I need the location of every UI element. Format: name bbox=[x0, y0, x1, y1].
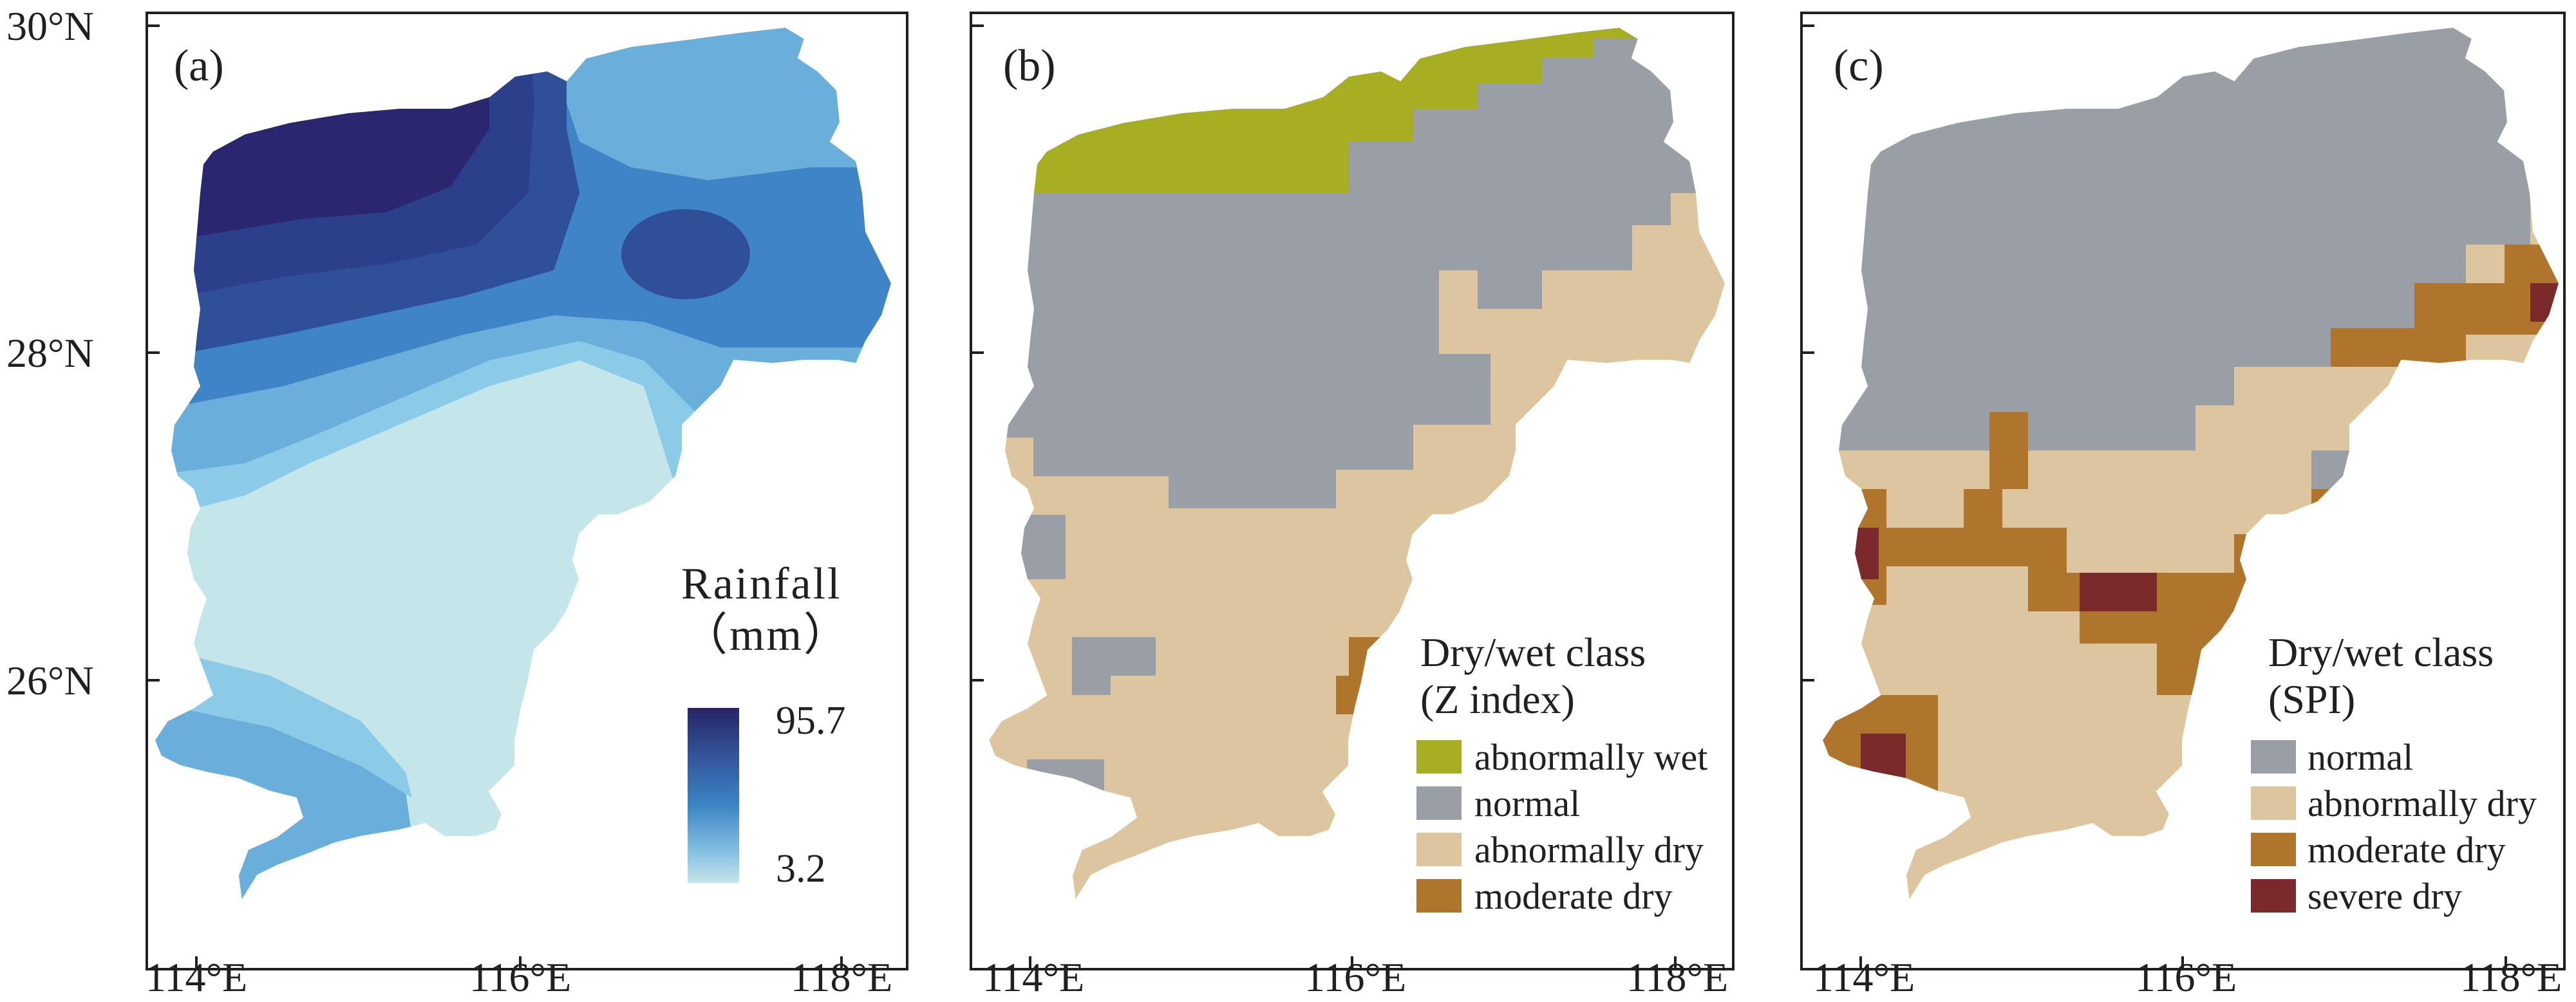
lat-label-26n: 26°N bbox=[6, 658, 94, 703]
spi-legend-title: Dry/wet class bbox=[2268, 629, 2494, 675]
lon-label-b-116e: 116°E bbox=[1304, 954, 1406, 1000]
panel-c-label: (c) bbox=[1834, 41, 1884, 91]
rainfall-legend: Rainfall （mm） 95.7 3.2 bbox=[681, 559, 851, 891]
rainfall-legend-min: 3.2 bbox=[776, 847, 826, 891]
zindex-legend-label-moderate-dry: moderate dry bbox=[1474, 875, 1673, 917]
zindex-legend-label-normal: normal bbox=[1474, 783, 1580, 824]
spi-moderate-dry-patch bbox=[1989, 412, 2028, 489]
spi-legend-subtitle: (SPI) bbox=[2268, 676, 2355, 722]
spi-legend-swatch-abnormally-dry bbox=[2251, 786, 2296, 820]
panel-b-zindex-map: (b) 114°E 116°E 118°E Dry/wet class (Z i… bbox=[970, 12, 1735, 1000]
zindex-normal-patch-1 bbox=[1072, 637, 1111, 695]
zindex-legend-swatch-normal bbox=[1416, 786, 1462, 820]
zindex-legend: Dry/wet class (Z index) abnormally wet n… bbox=[1416, 629, 1707, 917]
zindex-class-map bbox=[988, 27, 1725, 901]
spi-legend-swatch-normal bbox=[2251, 740, 2296, 774]
spi-class-map bbox=[1822, 27, 2559, 901]
rain-local-high bbox=[621, 209, 750, 299]
panel-c-ticks bbox=[1801, 24, 2507, 969]
rain-band-lower-left-lighter bbox=[155, 644, 412, 798]
spi-legend-label-severe-dry: severe dry bbox=[2308, 875, 2462, 917]
spi-moderate-dry-northeast bbox=[2331, 245, 2559, 367]
zindex-normal-patch-2 bbox=[1111, 637, 1156, 676]
panel-a-rainfall-map: (a) 30°N 28°N 26°N 114°E 116°E 118°E Rai… bbox=[6, 3, 908, 1000]
zindex-legend-subtitle: (Z index) bbox=[1420, 676, 1575, 722]
spi-legend-swatch-moderate-dry bbox=[2251, 833, 2296, 866]
lat-label-30n: 30°N bbox=[6, 3, 94, 49]
spi-legend: Dry/wet class (SPI) normal abnormally dr… bbox=[2251, 629, 2537, 917]
lon-label-b-114e: 114°E bbox=[982, 954, 1084, 1000]
panel-b-ticks bbox=[971, 24, 1677, 969]
lon-label-c-116e: 116°E bbox=[2135, 954, 2237, 1000]
zindex-legend-swatch-abnormally-dry bbox=[1416, 833, 1462, 866]
lon-label-a-118e: 118°E bbox=[791, 954, 892, 1000]
spi-legend-label-normal: normal bbox=[2308, 736, 2413, 778]
lon-label-c-114e: 114°E bbox=[1813, 954, 1915, 1000]
spi-normal-patch-2 bbox=[2311, 450, 2350, 489]
lon-label-a-114e: 114°E bbox=[146, 954, 247, 1000]
spi-severe-dry-east bbox=[2530, 283, 2559, 322]
spi-severe-dry-patch-center bbox=[2080, 573, 2157, 611]
spi-severe-dry-patch-west bbox=[1822, 528, 1879, 579]
spi-legend-label-abnormally-dry: abnormally dry bbox=[2308, 783, 2537, 824]
lat-label-28n: 28°N bbox=[6, 330, 94, 376]
zindex-legend-label-abnormally-wet: abnormally wet bbox=[1474, 736, 1707, 778]
spi-legend-label-moderate-dry: moderate dry bbox=[2308, 829, 2506, 871]
rain-band-upper-right-light bbox=[567, 27, 892, 180]
lon-label-c-118e: 118°E bbox=[2460, 954, 2562, 1000]
zindex-normal-patch-3 bbox=[1027, 759, 1104, 798]
lon-label-a-116e: 116°E bbox=[469, 954, 571, 1000]
rainfall-legend-unit: （mm） bbox=[682, 611, 851, 660]
rainfall-legend-title: Rainfall bbox=[681, 559, 841, 609]
zindex-legend-swatch-abnormally-wet bbox=[1416, 740, 1462, 774]
spi-legend-swatch-severe-dry bbox=[2251, 879, 2296, 913]
zindex-legend-label-abnormally-dry: abnormally dry bbox=[1474, 829, 1704, 871]
lon-label-b-118e: 118°E bbox=[1626, 954, 1728, 1000]
panel-b-label: (b) bbox=[1003, 41, 1056, 91]
rainfall-color-ramp bbox=[688, 708, 739, 883]
panel-a-ticks bbox=[147, 24, 843, 969]
panel-c-spi-map: (c) 114°E 116°E 118°E Dry/wet class (SPI… bbox=[1800, 12, 2566, 1000]
panel-a-frame bbox=[146, 12, 908, 970]
zindex-legend-swatch-moderate-dry bbox=[1416, 879, 1462, 913]
zindex-legend-title: Dry/wet class bbox=[1420, 629, 1646, 675]
spi-normal-area bbox=[1822, 27, 2559, 450]
panel-a-label: (a) bbox=[174, 41, 224, 91]
rainfall-contour-map bbox=[155, 27, 892, 901]
zindex-normal-southwest bbox=[988, 515, 1066, 579]
rainfall-legend-max: 95.7 bbox=[776, 699, 846, 743]
spi-normal-patch-1 bbox=[2382, 405, 2421, 444]
